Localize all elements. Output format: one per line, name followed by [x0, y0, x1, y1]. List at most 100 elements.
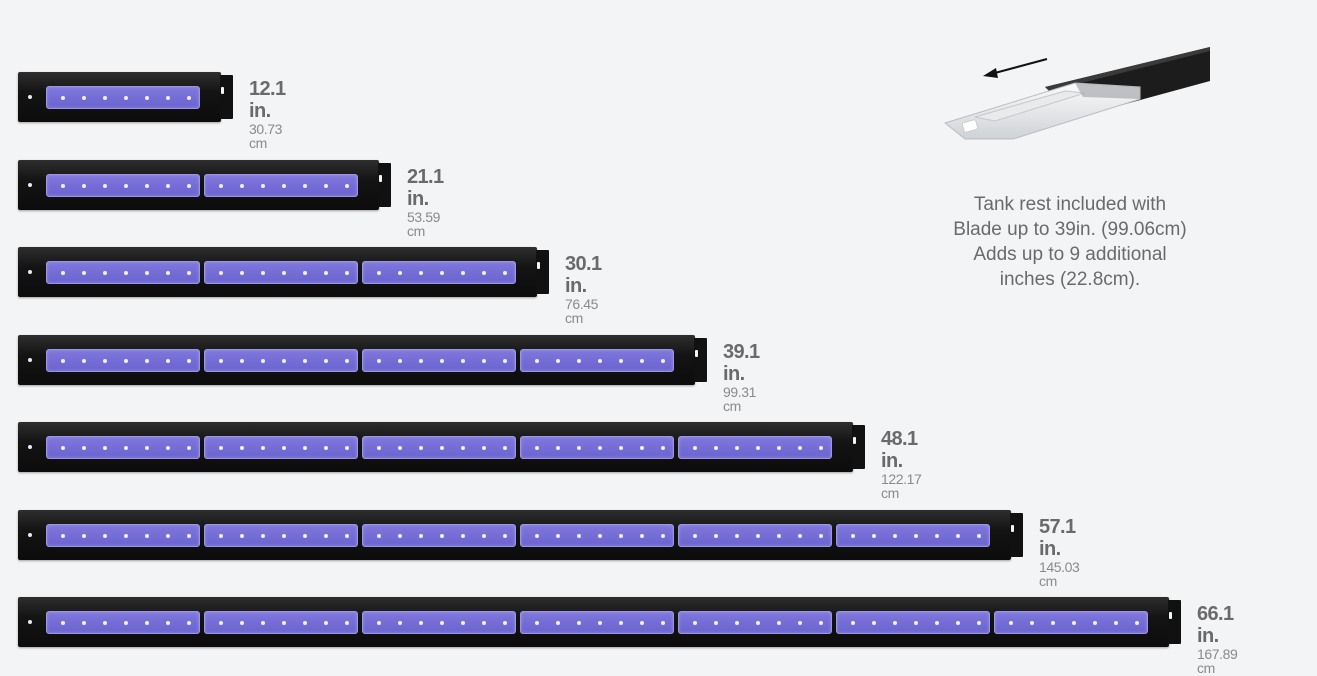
led-module	[204, 174, 358, 197]
length-centimeters: 122.17 cm	[881, 471, 922, 501]
light-fixture-bar	[18, 422, 853, 472]
led-dot-icon	[187, 621, 191, 625]
led-dot-icon	[503, 359, 507, 363]
led-module	[520, 611, 674, 634]
led-dot-icon	[640, 534, 644, 538]
led-dot-icon	[82, 446, 86, 450]
caption-line-3: Adds up to 9 additional	[973, 244, 1167, 265]
fixture-length-label: 57.1 in. 145.03 cm	[1039, 516, 1080, 588]
led-dot-icon	[345, 621, 349, 625]
led-dot-icon	[482, 534, 486, 538]
led-dot-icon	[166, 446, 170, 450]
led-dot-icon	[124, 446, 128, 450]
led-dot-icon	[503, 446, 507, 450]
led-dot-icon	[535, 359, 539, 363]
led-dot-icon	[282, 184, 286, 188]
led-dot-icon	[556, 534, 560, 538]
led-dot-icon	[219, 621, 223, 625]
light-fixture-bar	[18, 510, 1011, 560]
led-dot-icon	[240, 534, 244, 538]
led-dot-icon	[261, 184, 265, 188]
led-dot-icon	[124, 534, 128, 538]
led-dot-icon	[219, 271, 223, 275]
light-fixture-bar	[18, 160, 379, 210]
led-dot-icon	[377, 271, 381, 275]
led-dot-icon	[324, 446, 328, 450]
led-dot-icon	[577, 359, 581, 363]
led-module	[46, 261, 200, 284]
led-dot-icon	[503, 271, 507, 275]
led-dot-icon	[377, 621, 381, 625]
led-dot-icon	[756, 534, 760, 538]
led-dot-icon	[535, 621, 539, 625]
led-dot-icon	[893, 621, 897, 625]
led-module-strip	[46, 611, 1148, 634]
led-dot-icon	[577, 446, 581, 450]
led-dot-icon	[977, 534, 981, 538]
led-dot-icon	[145, 271, 149, 275]
led-dot-icon	[240, 621, 244, 625]
caption-line-4: inches (22.8cm).	[999, 269, 1141, 290]
led-module	[836, 524, 990, 547]
led-dot-icon	[640, 621, 644, 625]
length-centimeters: 53.59 cm	[407, 209, 441, 239]
led-dot-icon	[714, 621, 718, 625]
led-module	[520, 349, 674, 372]
led-dot-icon	[82, 359, 86, 363]
led-dot-icon	[303, 621, 307, 625]
led-dot-icon	[756, 621, 760, 625]
bar-endcap	[378, 163, 391, 207]
led-dot-icon	[261, 621, 265, 625]
led-dot-icon	[714, 446, 718, 450]
led-dot-icon	[935, 621, 939, 625]
length-centimeters: 76.45 cm	[565, 296, 599, 326]
led-module-strip	[46, 349, 674, 372]
led-dot-icon	[461, 621, 465, 625]
led-dot-icon	[819, 534, 823, 538]
status-led-icon	[28, 620, 32, 624]
led-dot-icon	[82, 184, 86, 188]
led-dot-icon	[61, 446, 65, 450]
led-dot-icon	[851, 621, 855, 625]
bar-endcap	[536, 250, 549, 294]
led-dot-icon	[535, 534, 539, 538]
fixture-length-label: 48.1 in. 122.17 cm	[881, 428, 922, 501]
led-module	[836, 611, 990, 634]
led-dot-icon	[240, 184, 244, 188]
led-dot-icon	[61, 271, 65, 275]
fixture-length-label: 12.1 in. 30.73 cm	[249, 78, 286, 150]
led-module	[46, 611, 200, 634]
led-dot-icon	[187, 446, 191, 450]
led-dot-icon	[819, 621, 823, 625]
bar-endcap	[1010, 513, 1023, 557]
led-module	[994, 611, 1148, 634]
led-dot-icon	[345, 534, 349, 538]
led-dot-icon	[345, 184, 349, 188]
led-dot-icon	[419, 446, 423, 450]
led-dot-icon	[619, 446, 623, 450]
led-module-strip	[46, 261, 516, 284]
led-dot-icon	[914, 534, 918, 538]
led-dot-icon	[872, 621, 876, 625]
led-dot-icon	[166, 184, 170, 188]
led-dot-icon	[661, 359, 665, 363]
led-module	[678, 611, 832, 634]
led-dot-icon	[482, 359, 486, 363]
led-dot-icon	[145, 534, 149, 538]
led-dot-icon	[103, 271, 107, 275]
led-dot-icon	[482, 621, 486, 625]
led-dot-icon	[440, 621, 444, 625]
led-module-strip	[46, 86, 200, 109]
led-dot-icon	[1051, 621, 1055, 625]
led-dot-icon	[440, 446, 444, 450]
bar-endcap	[1168, 600, 1181, 644]
led-module	[46, 174, 200, 197]
led-dot-icon	[398, 446, 402, 450]
led-module	[46, 524, 200, 547]
led-dot-icon	[61, 96, 65, 100]
led-dot-icon	[956, 534, 960, 538]
led-dot-icon	[1093, 621, 1097, 625]
led-module-strip	[46, 174, 358, 197]
led-dot-icon	[324, 534, 328, 538]
led-dot-icon	[735, 534, 739, 538]
